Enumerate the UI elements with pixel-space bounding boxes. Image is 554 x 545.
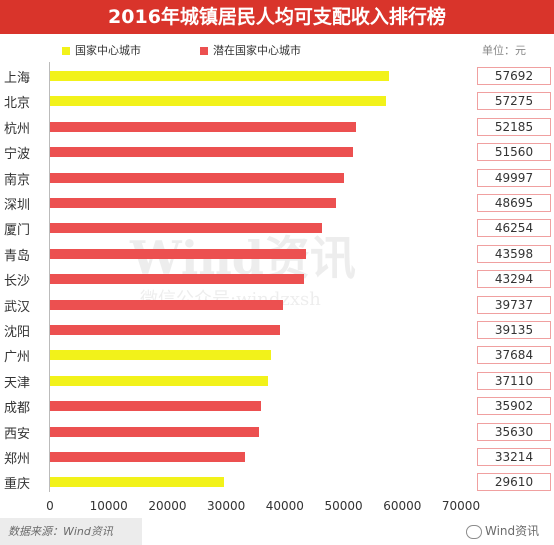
category-label: 宁波 [4,147,31,163]
x-tick-label: 60000 [383,499,422,513]
category-label: 西安 [4,426,31,442]
legend-potential-label: 潜在国家中心城市 [213,44,301,57]
bar [50,147,353,158]
category-label: 深圳 [4,198,31,213]
category-label: 武汉 [4,299,31,315]
category-label: 厦门 [4,223,31,239]
bar [50,198,336,208]
bar [50,248,306,259]
value-label: 46254 [477,219,551,238]
bar [50,223,322,234]
bar [50,172,344,183]
bar [50,426,260,437]
legend-national: 国家中心城市 [62,42,141,58]
value-label: 49997 [477,168,551,187]
value-label: 57692 [477,67,551,85]
legend-potential: 潜在国家中心城市 [200,42,301,58]
data-source: 数据来源：Wind资讯 [0,518,142,545]
category-label: 天津 [4,375,31,391]
bar [50,350,272,361]
category-label: 沈阳 [4,325,31,340]
category-label: 长沙 [4,274,31,290]
x-tick-label: 10000 [89,499,128,513]
value-label: 43598 [477,244,551,263]
x-tick-label: 20000 [148,499,187,513]
bar [50,477,224,488]
bar [50,96,387,107]
bar [50,71,389,81]
value-label: 35630 [477,422,551,441]
wechat-icon [466,524,482,539]
legend-swatch-national [62,47,70,55]
x-tick-label: 30000 [207,499,246,513]
bar [50,121,357,132]
value-label: 37110 [477,371,551,390]
category-label: 郑州 [4,452,31,467]
footer-logo-text: Wind资讯 [485,524,540,538]
category-label: 杭州 [4,121,31,137]
y-axis-line [49,62,50,492]
value-label: 33214 [477,448,551,466]
x-tick-label: 70000 [441,499,481,513]
bar [50,325,280,335]
category-label: 成都 [4,401,31,417]
unit-label: 单位：元 [482,44,526,57]
x-tick-label: 0 [46,499,54,513]
bar [50,375,268,386]
category-label: 青岛 [4,248,31,264]
legend-national-label: 国家中心城市 [75,44,141,57]
bar [50,274,305,285]
value-label: 39135 [477,321,551,339]
bar [50,299,284,310]
legend-swatch-potential [200,47,208,55]
footer-logo: Wind资讯 [466,522,539,539]
x-tick-label: 50000 [324,499,363,513]
value-label: 57275 [477,92,551,111]
value-label: 29610 [477,473,551,492]
value-label: 51560 [477,143,551,162]
bar [50,452,245,462]
category-label: 上海 [4,71,31,86]
category-label: 北京 [4,96,31,112]
value-label: 35902 [477,397,551,416]
x-tick-label: 40000 [265,499,304,513]
value-label: 37684 [477,346,551,365]
category-label: 南京 [4,172,31,188]
chart-title: 2016年城镇居民人均可支配收入排行榜 [0,0,554,34]
category-label: 重庆 [4,477,31,493]
value-label: 48695 [477,194,551,212]
bar [50,401,261,412]
value-label: 39737 [477,295,551,314]
category-label: 广州 [4,350,31,366]
value-label: 52185 [477,117,551,136]
value-label: 43294 [477,270,551,289]
